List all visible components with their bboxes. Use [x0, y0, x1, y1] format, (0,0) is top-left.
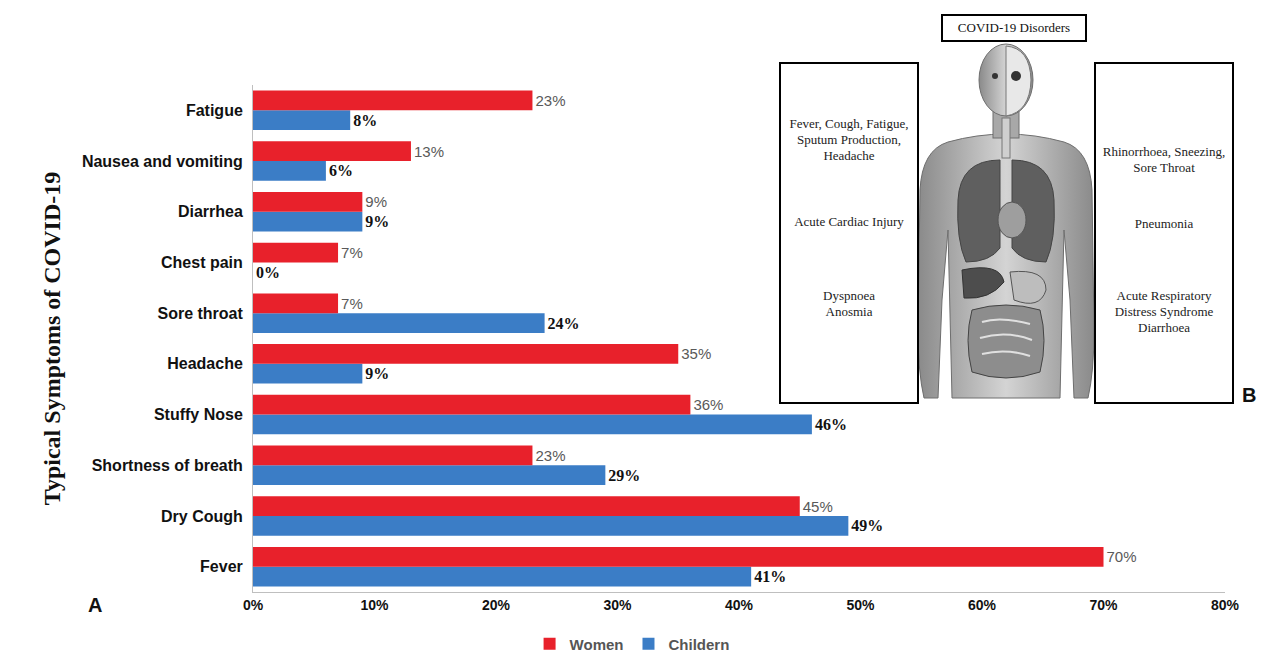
svg-text:45%: 45% [803, 498, 833, 515]
svg-text:9%: 9% [365, 213, 389, 230]
html-text:Anosmia: Anosmia [825, 304, 873, 319]
svg-text:23%: 23% [535, 92, 565, 109]
html-text:Diarrhoea: Diarrhoea [1138, 320, 1190, 335]
svg-text:70%: 70% [1107, 548, 1137, 565]
svg-text:Nausea and vomiting: Nausea and vomiting [82, 153, 243, 170]
svg-text:9%: 9% [365, 193, 387, 210]
svg-text:0%: 0% [243, 597, 264, 613]
svg-text:Childern: Childern [668, 636, 729, 653]
svg-text:Headache: Headache [167, 355, 243, 372]
svg-text:29%: 29% [608, 467, 640, 484]
html-text:COVID-19 Disorders: COVID-19 Disorders [957, 20, 1071, 35]
svg-text:7%: 7% [341, 244, 363, 261]
svg-text:35%: 35% [681, 345, 711, 362]
html-text:A: A [88, 594, 103, 616]
svg-text:10%: 10% [360, 597, 389, 613]
svg-text:40%: 40% [725, 597, 754, 613]
svg-text:23%: 23% [535, 447, 565, 464]
svg-text:Shortness of breath: Shortness of breath [92, 457, 243, 474]
html-text:Fever, Cough, Fatigue, Sputum: Fever, Cough, Fatigue, Sputum Production… [789, 116, 909, 163]
svg-text:0%: 0% [256, 264, 280, 281]
svg-text:13%: 13% [414, 143, 444, 160]
svg-text:6%: 6% [329, 162, 353, 179]
svg-text:41%: 41% [754, 568, 786, 585]
svg-text:70%: 70% [1089, 597, 1118, 613]
svg-text:30%: 30% [603, 597, 632, 613]
svg-text:Sore throat: Sore throat [157, 305, 243, 322]
html-text:B: B [1242, 384, 1257, 406]
svg-text:Typical Symptoms of COVID-19: Typical Symptoms of COVID-19 [39, 172, 65, 506]
svg-text:Dry Cough: Dry Cough [161, 508, 243, 525]
svg-text:80%: 80% [1211, 597, 1240, 613]
svg-text:8%: 8% [353, 112, 377, 129]
svg-text:50%: 50% [846, 597, 875, 613]
svg-text:60%: 60% [968, 597, 997, 613]
svg-text:49%: 49% [851, 517, 883, 534]
html-text:Dyspnoea: Dyspnoea [823, 288, 875, 303]
svg-text:Chest pain: Chest pain [161, 254, 243, 271]
html-text:Acute Cardiac Injury: Acute Cardiac Injury [794, 214, 904, 229]
svg-text:36%: 36% [693, 396, 723, 413]
html-text:Rhinorrhoea, Sneezing, Sore Th: Rhinorrhoea, Sneezing, Sore Throat [1102, 144, 1226, 175]
html-text:Acute Respiratory Distress Syn: Acute Respiratory Distress Syndrome [1114, 288, 1214, 319]
svg-text:7%: 7% [341, 295, 363, 312]
svg-text:9%: 9% [365, 365, 389, 382]
svg-text:24%: 24% [548, 315, 580, 332]
svg-text:Fever: Fever [200, 558, 243, 575]
svg-text:46%: 46% [815, 416, 847, 433]
svg-text:Diarrhea: Diarrhea [178, 203, 243, 220]
svg-text:Women: Women [570, 636, 624, 653]
html-text:Pneumonia: Pneumonia [1134, 216, 1194, 231]
svg-text:Stuffy Nose: Stuffy Nose [154, 406, 243, 423]
svg-text:20%: 20% [482, 597, 511, 613]
svg-text:Fatigue: Fatigue [186, 102, 243, 119]
